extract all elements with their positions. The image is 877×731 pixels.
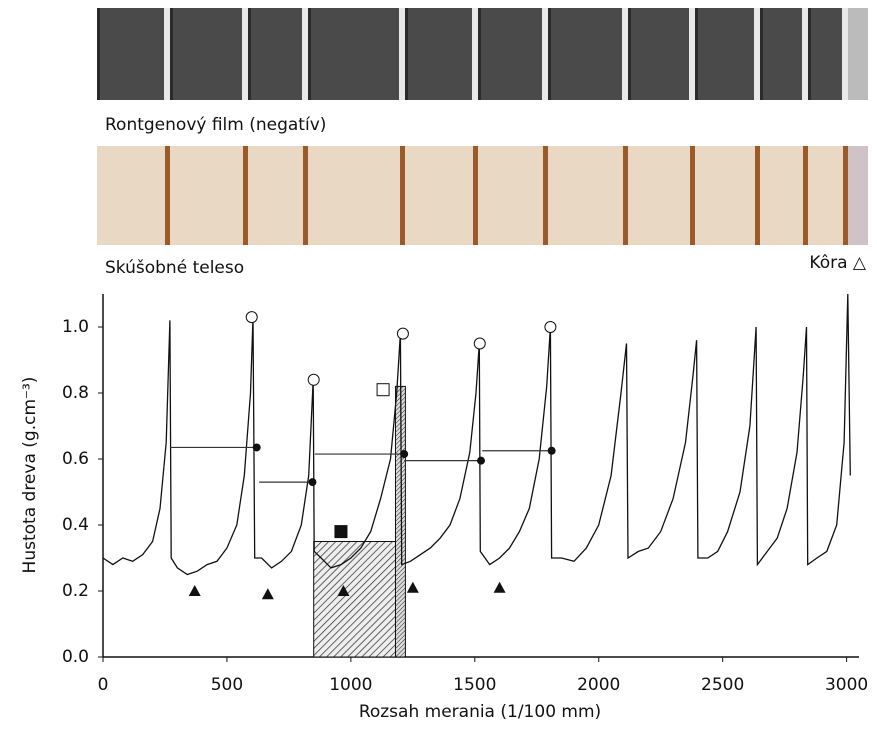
- sample-image: [97, 146, 868, 245]
- xray-ring: [551, 8, 623, 100]
- sample-latewood: [843, 146, 848, 245]
- y-tick-label: 0.4: [62, 515, 89, 535]
- xray-caption: Rontgenový film (negatív): [105, 115, 326, 135]
- xray-latewood: [542, 8, 548, 100]
- xray-ring: [251, 8, 303, 100]
- span-end: [547, 446, 556, 455]
- xray-ring: [408, 8, 473, 100]
- xray-ring: [763, 8, 803, 100]
- xray-ring: [631, 8, 690, 100]
- peak-marker: [396, 327, 409, 340]
- y-tick-label: 0.2: [62, 581, 89, 601]
- peak-marker: [245, 311, 258, 324]
- x-tick-label: 0: [98, 675, 109, 695]
- y-tick-label: 0.6: [62, 449, 89, 469]
- x-tick-label: 500: [211, 675, 243, 695]
- xray-latewood: [399, 8, 405, 100]
- peak-marker: [473, 337, 486, 350]
- sample-latewood: [690, 146, 695, 245]
- sample-latewood: [623, 146, 628, 245]
- sample-latewood: [803, 146, 808, 245]
- sample-rings: [165, 146, 868, 245]
- minimum-marker: [493, 581, 506, 593]
- span-end: [308, 478, 317, 487]
- sample-latewood: [473, 146, 478, 245]
- xray-ring: [811, 8, 843, 100]
- xray-latewood: [754, 8, 760, 100]
- sample-latewood: [400, 146, 405, 245]
- xray-latewood: [842, 8, 848, 100]
- xray-ring: [100, 8, 165, 100]
- y-axis-title: Hustota dreva (g.cm⁻³): [20, 377, 40, 574]
- xray-latewood: [622, 8, 628, 100]
- y-tick-label: 1.0: [62, 317, 89, 337]
- xray-latewood: [164, 8, 170, 100]
- span-end: [252, 443, 261, 452]
- xray-latewood: [689, 8, 695, 100]
- sample-latewood: [755, 146, 760, 245]
- x-tick-label: 2500: [701, 675, 744, 695]
- minimum-marker: [406, 581, 419, 593]
- bark-label: Kôra △: [809, 253, 867, 273]
- xray-latewood: [802, 8, 808, 100]
- square-marker: [334, 525, 348, 539]
- xray-latewood: [302, 8, 308, 100]
- xray-rings: [100, 8, 868, 100]
- x-tick-label: 2000: [577, 675, 620, 695]
- xray-ring: [481, 8, 543, 100]
- span-end: [477, 456, 485, 465]
- span-end: [400, 450, 409, 459]
- x-tick-label: 1000: [329, 675, 372, 695]
- x-tick-label: 3000: [825, 675, 868, 695]
- peak-marker: [544, 321, 557, 333]
- sample-bark: [848, 146, 868, 245]
- xray-latewood: [472, 8, 478, 100]
- sample-latewood: [165, 146, 170, 245]
- minimum-marker: [188, 585, 201, 596]
- x-axis-title: Rozsah merania (1/100 mm): [359, 702, 601, 722]
- plot: 0.0 0.2 0.4 0.6 0.8 1.0 0 500 1000 1500 2000 2500 30…: [62, 293, 868, 695]
- xray-latewood: [242, 8, 248, 100]
- square-marker: [376, 383, 390, 397]
- peak-marker: [307, 373, 320, 386]
- sample-latewood: [243, 146, 248, 245]
- sample-caption: Skúšobné teleso: [105, 258, 244, 278]
- hatched-box: [313, 541, 396, 658]
- xray-ring: [698, 8, 755, 100]
- xray-ring: [173, 8, 243, 100]
- y-tick-label: 0.0: [62, 647, 89, 667]
- y-tick-label: 0.8: [62, 383, 89, 403]
- sample-latewood: [303, 146, 308, 245]
- density-line: [102, 293, 851, 576]
- sample-latewood: [543, 146, 548, 245]
- xray-ring: [311, 8, 400, 100]
- x-tick-label: 1500: [453, 675, 496, 695]
- minimum-marker: [261, 588, 274, 600]
- minimum-marker: [337, 585, 350, 596]
- xray-bark: [848, 8, 868, 100]
